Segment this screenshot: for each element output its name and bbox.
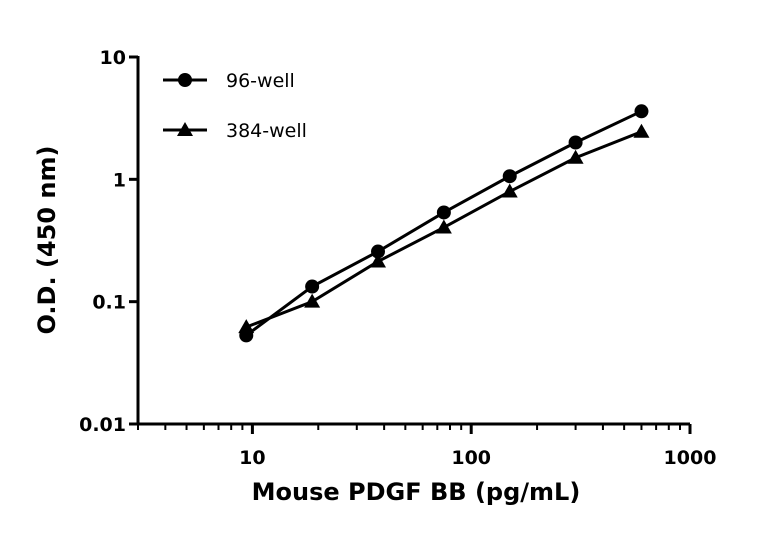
x-tick-label: 1000 <box>664 447 717 469</box>
data-point-circle <box>178 73 192 87</box>
data-point-circle <box>371 244 386 259</box>
y-tick-label: 0.01 <box>79 414 126 436</box>
y-tick-label: 1 <box>113 169 126 191</box>
axes: 0.01 0.1 1 10 10 100 1000 <box>79 47 716 469</box>
legend: 96-well 384-well <box>163 70 307 142</box>
data-point-triangle <box>633 123 650 138</box>
data-point-triangle <box>435 219 452 234</box>
series-group <box>238 104 650 343</box>
x-axis-label: Mouse PDGF BB (pg/mL) <box>252 478 581 506</box>
data-point-triangle <box>567 149 584 164</box>
legend-label: 96-well <box>226 70 295 92</box>
data-point-circle <box>568 135 583 150</box>
legend-item: 384-well <box>163 120 307 142</box>
data-point-triangle <box>304 293 321 308</box>
y-axis-label: O.D. (450 nm) <box>33 146 61 335</box>
data-point-triangle <box>370 253 387 268</box>
legend-label: 384-well <box>226 120 307 142</box>
x-tick-label: 100 <box>451 447 491 469</box>
data-point-circle <box>436 205 451 220</box>
y-tick-label: 0.1 <box>92 292 126 314</box>
legend-item: 96-well <box>163 70 295 92</box>
data-point-circle <box>502 169 517 184</box>
data-point-circle <box>634 104 649 119</box>
data-point-circle <box>305 279 320 294</box>
data-point-triangle <box>501 183 518 198</box>
data-point-triangle <box>238 319 255 334</box>
x-tick-label: 10 <box>239 447 265 469</box>
series-384-well <box>238 123 650 334</box>
y-tick-label: 10 <box>100 47 126 69</box>
data-point-triangle <box>177 122 193 136</box>
